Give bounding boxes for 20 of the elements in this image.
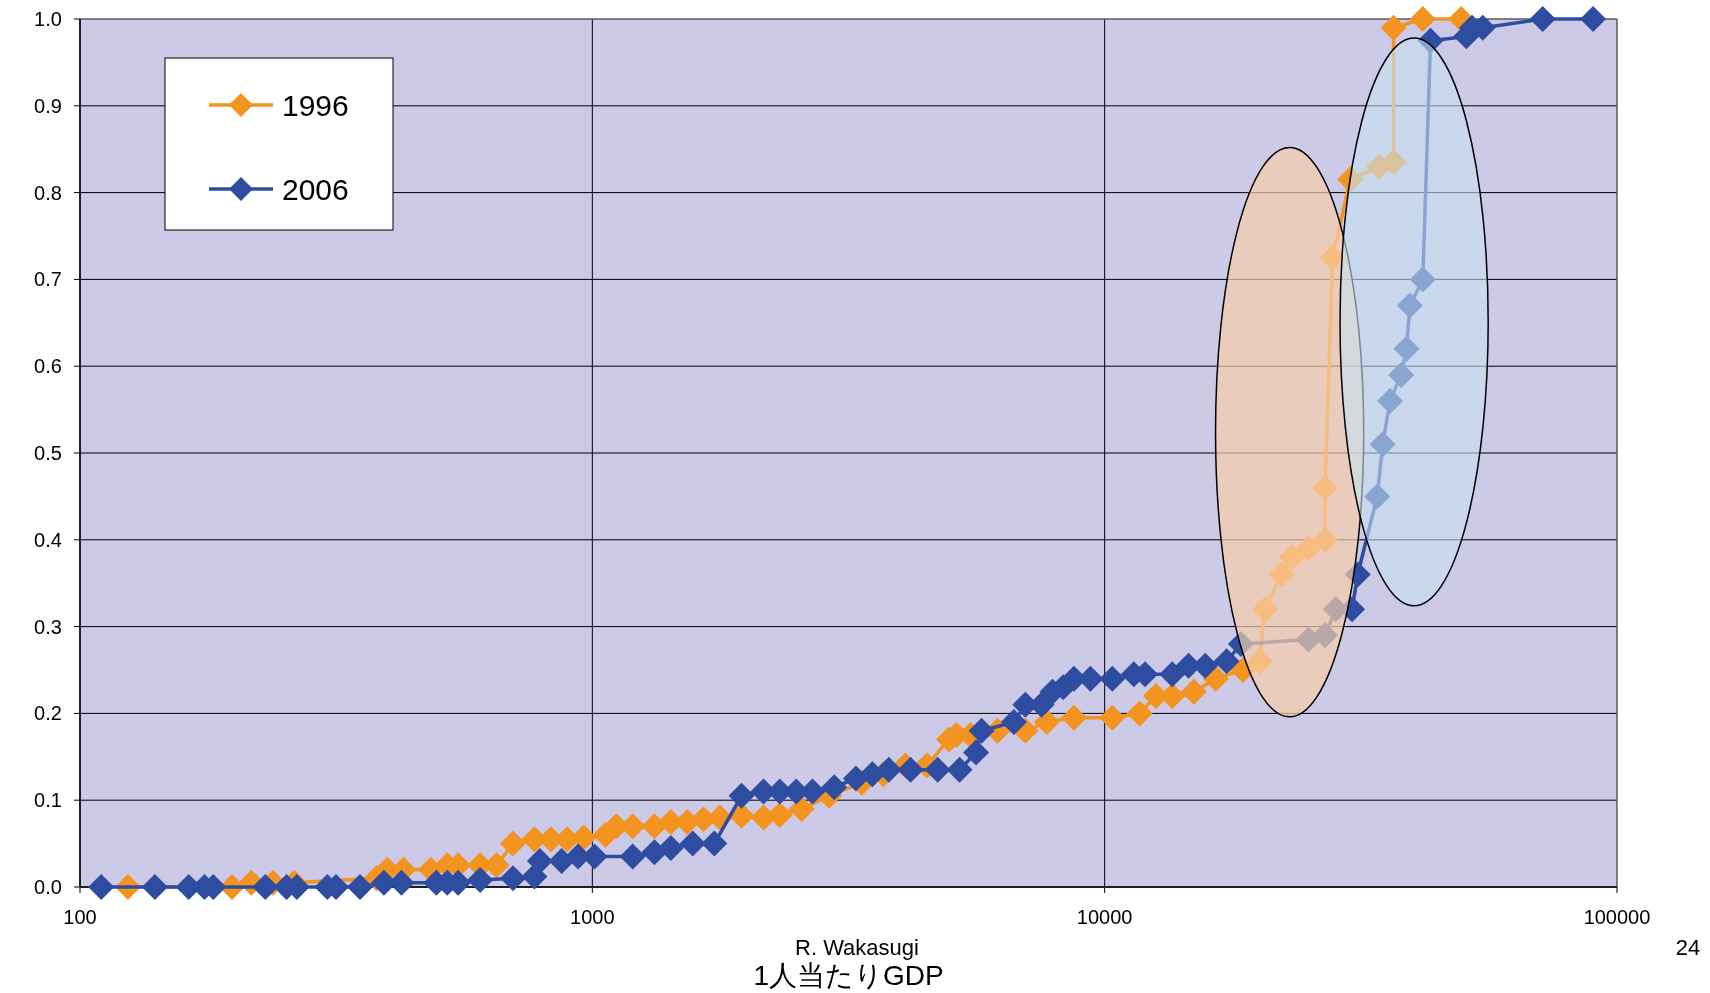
y-tick-label: 0.1 xyxy=(34,789,62,812)
text: R. Wakasugi xyxy=(795,935,919,960)
y-tick-label: 0.9 xyxy=(34,94,62,117)
x-tick-label: 1000 xyxy=(570,906,615,928)
legend-label: 2006 xyxy=(282,173,349,206)
y-tick-label: 0.3 xyxy=(34,615,62,638)
y-tick-label: 1.0 xyxy=(34,8,62,30)
text: 24 xyxy=(1675,935,1701,960)
y-tick-label: 0.4 xyxy=(34,528,62,551)
legend-label: 1996 xyxy=(282,89,349,122)
x-tick-label: 100000 xyxy=(1583,906,1651,928)
y-tick-label: 0.5 xyxy=(34,442,62,464)
x-axis-title: 1人当たりGDP xyxy=(753,960,944,991)
y-tick-label: 0.8 xyxy=(34,181,62,204)
y-tick-label: 0.6 xyxy=(34,355,62,378)
x-tick-label: 100 xyxy=(63,906,97,928)
y-tick-label: 0.7 xyxy=(34,268,62,291)
x-tick-label: 10000 xyxy=(1076,906,1133,928)
y-tick-label: 0.2 xyxy=(34,702,62,725)
y-tick-label: 0.0 xyxy=(34,876,62,898)
